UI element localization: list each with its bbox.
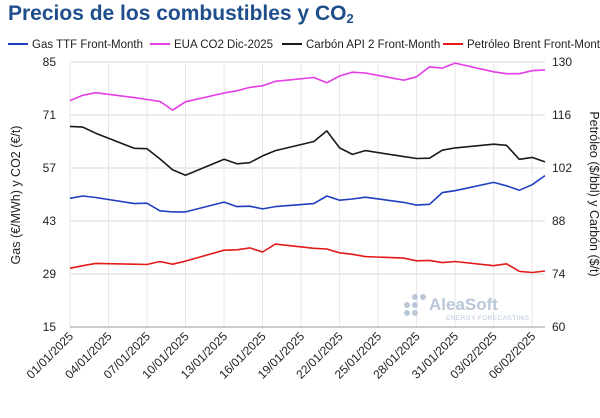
aleasoft-logo-icon [404,294,426,316]
y-right-tick-label: 116 [552,108,571,122]
watermark-tagline: ENERGY FORECASTING [446,315,529,322]
series-line [69,62,546,111]
legend-label: Carbón API 2 Front-Month [306,39,440,51]
y-right-tick-labels: 60 74 88 102 116 130 [552,55,572,334]
y-left-tick-label: 15 [43,320,57,334]
legend-item: Petróleo Brent Front-Month [443,39,600,51]
y-left-tick-label: 85 [43,55,57,69]
chart-title-text: Precios de los combustibles y CO [8,2,347,25]
y-left-tick-label: 57 [43,161,57,175]
x-tick-labels: 01/01/202504/01/202507/01/202510/01/2025… [24,329,539,382]
y-left-tick-label: 43 [43,214,57,228]
legend-label: Petróleo Brent Front-Month [467,39,600,51]
y-right-tick-label: 102 [552,161,572,175]
chart-title-subscript: 2 [346,11,354,26]
y-right-tick-label: 130 [552,55,572,69]
y-right-tick-label: 88 [552,214,566,228]
grid [69,61,545,328]
y-left-tick-label: 71 [43,108,57,122]
y-right-tick-label: 60 [552,320,566,334]
series-line [69,125,546,176]
legend-label: Gas TTF Front-Month [32,39,143,51]
y-right-tick-label: 74 [552,267,566,281]
legend-label: EUA CO2 Dic-2025 [174,39,273,51]
y-left-tick-label: 29 [43,267,57,281]
legend-item: EUA CO2 Dic-2025 [150,39,273,51]
legend-item: Carbón API 2 Front-Month [282,39,440,51]
chart-title: Precios de los combustibles y CO2 [8,2,354,26]
legend-item: Gas TTF Front-Month [8,39,143,51]
y-left-tick-labels: 15 29 43 57 71 85 [43,55,57,334]
y-axis-left-label: Gas (€/MWh) y CO2 (€/t) [9,126,23,265]
series-line [69,174,546,213]
series-line [69,243,546,274]
legend: Gas TTF Front-Month EUA CO2 Dic-2025 Carbó… [8,39,600,51]
series-lines [69,62,546,274]
watermark: AleaSoft ENERGY FORECASTING [404,294,529,322]
watermark-brand: AleaSoft [429,295,498,314]
y-axis-right-label: Petróleo ($/bbl) y Carbón ($/t) [587,111,600,276]
